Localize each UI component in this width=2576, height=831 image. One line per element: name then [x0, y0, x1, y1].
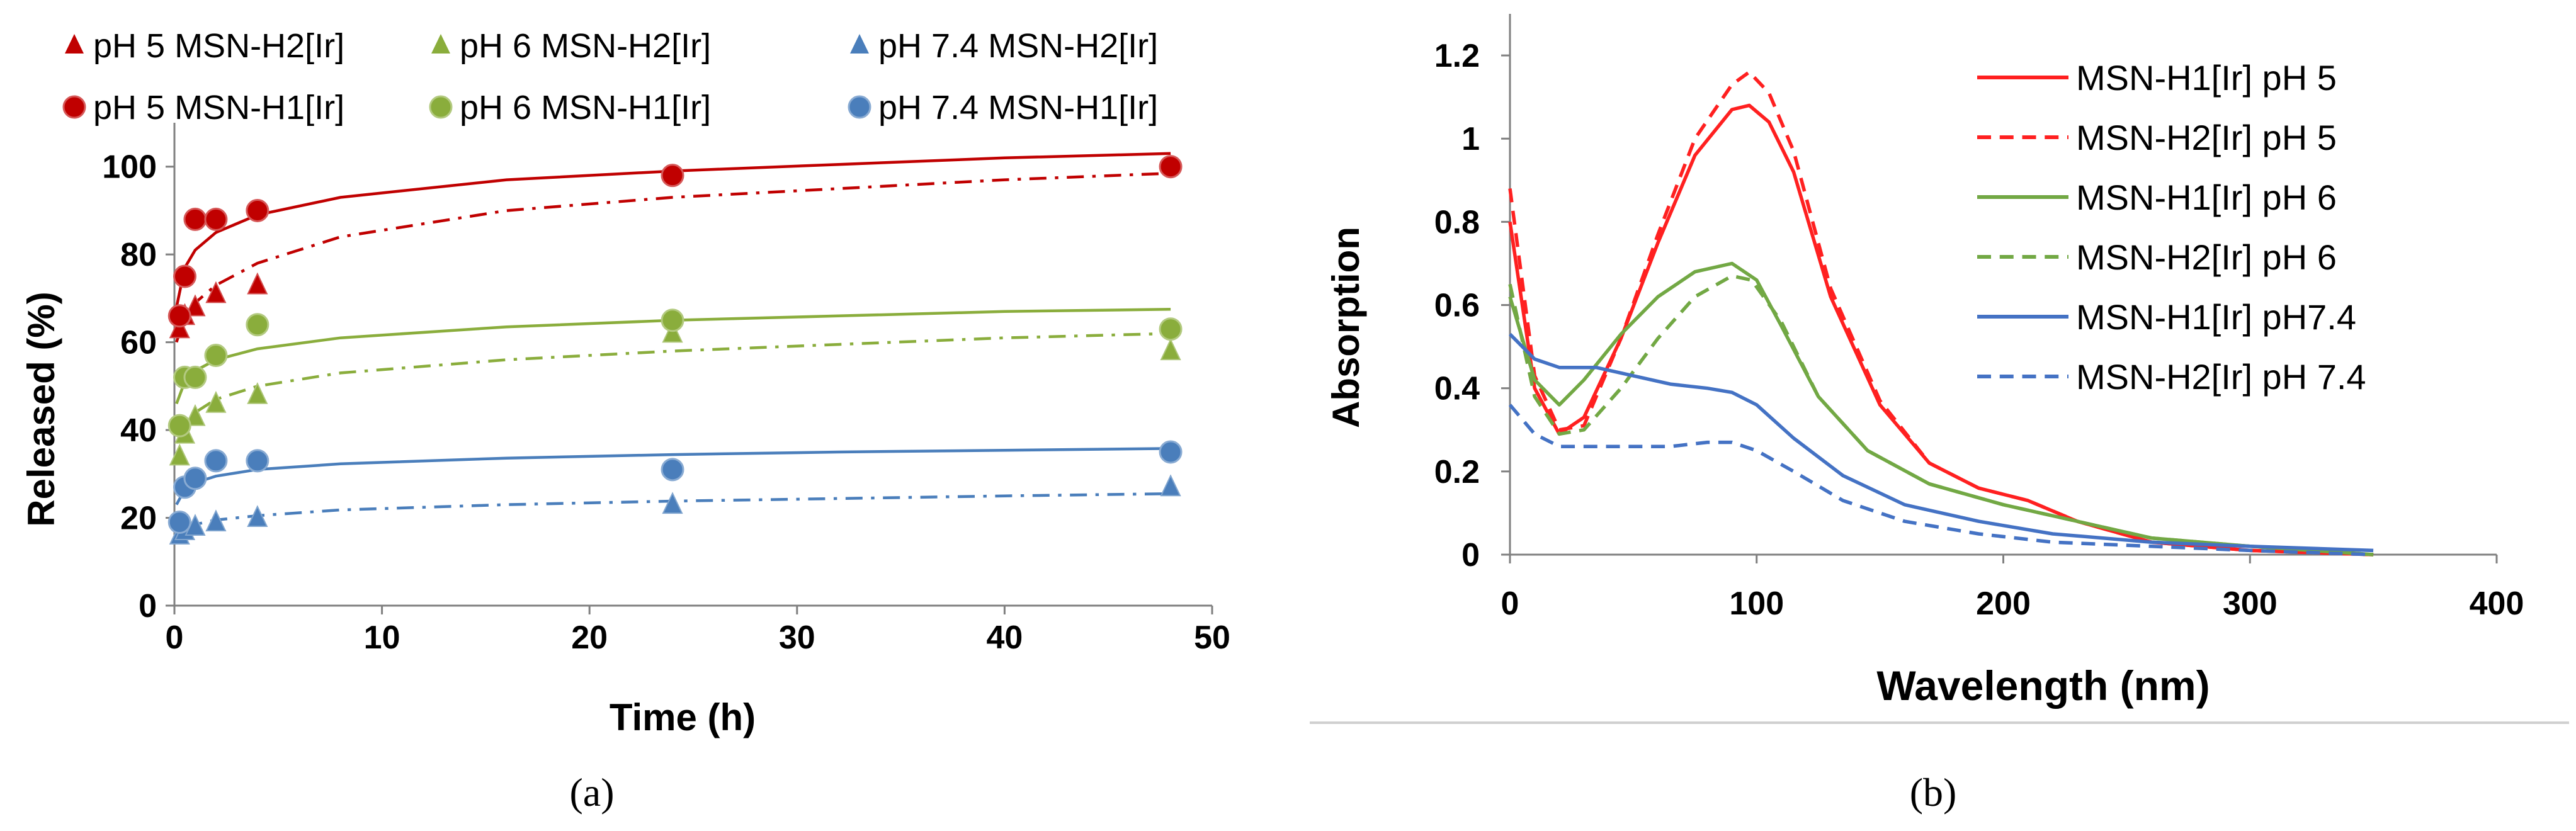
release-legend-label: pH 6 MSN-H2[Ir] [460, 27, 711, 65]
release-y-tick-label: 100 [102, 149, 157, 186]
release-y-tick-label: 60 [120, 325, 157, 361]
release-y-tick-label: 0 [139, 588, 157, 625]
release-point-circle [246, 313, 270, 337]
release-legend-label: pH 7.4 MSN-H1[Ir] [878, 89, 1158, 127]
release-chart-series [167, 152, 1183, 545]
release-point-circle [661, 164, 684, 188]
release-point-triangle [662, 320, 683, 343]
release-y-tick-label: 40 [120, 412, 157, 449]
absorption-x-tick-label: 300 [2223, 585, 2278, 622]
release-point-circle [204, 207, 228, 231]
release-point-triangle [169, 443, 190, 466]
release-point-circle [204, 449, 228, 473]
absorption-legend-label: MSN-H1[Ir] pH7.4 [2076, 297, 2356, 337]
absorption-legend-label: MSN-H1[Ir] pH 6 [2076, 178, 2337, 217]
absorption-chart: 0 100 200 300 400 0 0.2 0.4 0.6 0.8 1 1.2 MSN-H1[Ir… [1325, 14, 2524, 709]
release-legend-marker [65, 34, 84, 54]
release-point-triangle [1160, 338, 1181, 361]
release-point-triangle [205, 509, 227, 532]
absorption-chart-legend: MSN-H1[Ir] pH 5 MSN-H2[Ir] pH 5 MSN-H1[Ir]… [1977, 58, 2366, 397]
release-legend-marker [62, 95, 86, 119]
absorption-y-tick-label: 0.8 [1434, 204, 1480, 240]
release-fit-line-2 [175, 332, 1171, 444]
absorption-chart-x-axis-title: Wavelength (nm) [1876, 662, 2210, 709]
panel-label-b: (b) [1910, 770, 1957, 815]
release-point-circle [661, 308, 684, 332]
absorption-series-line-4 [1508, 274, 2374, 557]
absorption-x-tick-label: 200 [1976, 585, 2031, 622]
release-fit-line-4 [175, 152, 1171, 308]
release-chart-x-axis-title: Time (h) [610, 696, 756, 738]
release-point-circle [1159, 155, 1183, 179]
absorption-chart-series [1508, 70, 2374, 557]
absorption-x-tick-label: 100 [1729, 585, 1784, 622]
release-legend-label: pH 5 MSN-H1[Ir] [93, 89, 344, 127]
release-chart-legend: pH 5 MSN-H2[Ir] pH 6 MSN-H2[Ir] pH 7.4 MSN… [62, 27, 1158, 127]
release-legend-marker [429, 95, 453, 119]
release-point-circle [173, 264, 196, 288]
absorption-x-tick-label: 0 [1501, 585, 1519, 622]
absorption-y-tick-label: 1 [1461, 121, 1480, 157]
release-legend-marker [848, 95, 871, 119]
panel-label-a: (a) [569, 770, 614, 815]
release-point-triangle [247, 382, 268, 404]
release-x-tick-label: 50 [1194, 619, 1230, 656]
release-legend-marker [431, 34, 450, 54]
absorption-series-line-5 [1509, 332, 2374, 553]
release-point-circle [1159, 317, 1183, 341]
absorption-chart-axes: 0 100 200 300 400 0 0.2 0.4 0.6 0.8 1 1.2 [1434, 14, 2524, 622]
release-x-tick-label: 10 [364, 619, 400, 656]
release-point-circle [167, 304, 191, 328]
release-point-triangle [169, 316, 190, 339]
absorption-series-line-6 [1508, 404, 2374, 557]
release-legend-label: pH 6 MSN-H1[Ir] [460, 89, 711, 127]
release-point-circle [204, 344, 228, 368]
absorption-legend-label: MSN-H2[Ir] pH 6 [2076, 237, 2337, 277]
release-point-triangle [1160, 474, 1181, 497]
release-chart-y-axis-title: Released (%) [20, 291, 62, 526]
release-point-triangle [247, 505, 268, 528]
release-point-triangle [662, 492, 683, 514]
release-point-circle [183, 207, 207, 231]
release-chart-axes: 0 10 20 30 40 50 0 20 40 60 80 100 [102, 123, 1230, 656]
release-point-circle [183, 365, 207, 389]
release-point-triangle [247, 272, 268, 295]
release-x-tick-label: 0 [166, 619, 184, 656]
release-y-tick-label: 20 [120, 500, 157, 537]
release-point-circle [167, 511, 191, 534]
release-point-circle [183, 466, 207, 490]
release-point-circle [246, 198, 270, 222]
release-point-triangle [205, 281, 227, 303]
release-y-tick-label: 80 [120, 237, 157, 273]
release-point-circle [246, 449, 270, 473]
release-point-triangle [184, 294, 206, 317]
release-fit-line-3 [175, 492, 1171, 537]
absorption-series-line-2 [1508, 70, 2374, 557]
absorption-legend-label: MSN-H1[Ir] pH 5 [2076, 58, 2337, 98]
absorption-chart-y-axis-title: Absorption [1325, 227, 1367, 428]
absorption-y-tick-label: 0.2 [1434, 454, 1480, 490]
release-x-tick-label: 30 [779, 619, 815, 656]
absorption-y-tick-label: 0.6 [1434, 288, 1480, 324]
absorption-legend-label: MSN-H2[Ir] pH 7.4 [2076, 357, 2366, 397]
absorption-y-tick-label: 0 [1461, 537, 1480, 574]
release-x-tick-label: 20 [571, 619, 608, 656]
absorption-legend-label: MSN-H2[Ir] pH 5 [2076, 118, 2337, 157]
release-x-tick-label: 40 [986, 619, 1023, 656]
release-legend-label: pH 7.4 MSN-H2[Ir] [878, 27, 1158, 65]
release-point-circle [1159, 440, 1183, 464]
release-point-triangle [205, 390, 227, 413]
release-legend-marker [850, 34, 869, 54]
absorption-x-tick-label: 400 [2470, 585, 2524, 622]
release-point-circle [661, 458, 684, 482]
release-point-triangle [184, 404, 206, 426]
absorption-y-tick-label: 1.2 [1434, 38, 1480, 74]
release-point-circle [167, 414, 191, 438]
release-legend-label: pH 5 MSN-H2[Ir] [93, 27, 344, 65]
absorption-y-tick-label: 0.4 [1434, 371, 1480, 407]
